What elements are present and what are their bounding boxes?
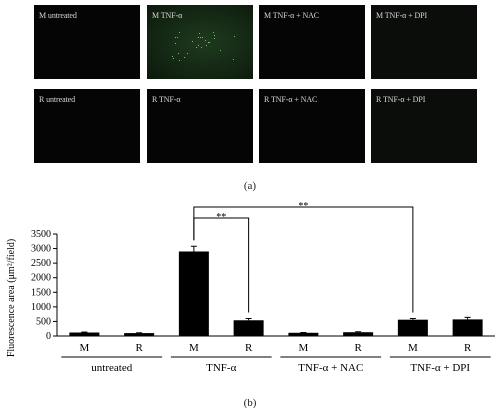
fluorescence-speck — [175, 37, 177, 39]
fluorescence-speck — [178, 59, 180, 61]
micrograph-panel: M TNF-α + NAC — [259, 5, 365, 79]
micrograph-panel-label: R TNF-α + NAC — [264, 95, 318, 104]
fluorescence-speck — [198, 36, 200, 38]
group-label: TNF-α + NAC — [298, 362, 363, 374]
y-tick-label: 2000 — [31, 273, 51, 284]
fluorescence-speck — [191, 40, 193, 42]
bar — [288, 332, 319, 336]
fluorescence-bar-chart: 0 500 1000 1500 2000 2500 3000 3500 untreated TNF… — [6, 201, 495, 374]
micrograph-panel-label: M untreated — [39, 11, 77, 20]
bar — [397, 319, 428, 336]
y-tick-label: 3000 — [31, 244, 51, 255]
micrograph-panel-label: M TNF-α + NAC — [264, 11, 320, 20]
micrograph-panel-label: M TNF-α — [152, 11, 183, 20]
fluorescence-speck — [233, 35, 235, 37]
fluorescence-speck — [198, 32, 200, 34]
chart-axes: 0 500 1000 1500 2000 2500 3000 3500 untreated TNF… — [31, 229, 495, 374]
micrograph-panel-label: R TNF-α + DPI — [376, 95, 426, 104]
fluorescence-speck — [172, 56, 174, 58]
fluorescence-speck — [220, 49, 222, 51]
y-tick-label: 3500 — [31, 229, 51, 240]
fluorescence-speck — [175, 43, 177, 45]
y-tick-label: 1500 — [31, 287, 51, 298]
significance-label: ** — [298, 201, 308, 212]
bar — [452, 319, 483, 336]
fluorescence-speck — [196, 46, 198, 48]
y-axis-label: Fluorescence area (μm²/field) — [6, 239, 17, 357]
caption-a: (a) — [243, 180, 257, 192]
fluorescence-speck — [176, 36, 178, 38]
fluorescence-speck — [209, 42, 211, 44]
y-tick-label: 0 — [46, 331, 51, 342]
fluorescence-speck — [232, 59, 234, 61]
fluorescence-speck — [205, 39, 207, 41]
fluorescence-speck — [179, 31, 181, 33]
x-tick-label: M — [408, 342, 418, 354]
significance-brackets: ** ** — [193, 201, 414, 313]
y-tick-label: 2500 — [31, 258, 51, 269]
fluorescence-speck — [214, 38, 216, 40]
x-tick-label: R — [135, 342, 143, 354]
group-label: TNF-α + DPI — [410, 362, 470, 374]
micrograph-panel: M TNF-α — [147, 5, 253, 79]
fluorescence-speck — [183, 56, 185, 58]
micrograph-panel: R untreated — [34, 89, 140, 163]
caption-b: (b) — [243, 397, 257, 409]
micrograph-panel: R TNF-α — [147, 89, 253, 163]
y-tick-label: 500 — [36, 316, 51, 327]
significance-bracket — [193, 206, 414, 313]
bar — [69, 332, 100, 336]
micrograph-panel: R TNF-α + NAC — [259, 89, 365, 163]
x-tick-label: R — [245, 342, 253, 354]
y-tick-label: 1000 — [31, 302, 51, 313]
micrograph-panel: R TNF-α + DPI — [371, 89, 477, 163]
fluorescence-speck — [214, 34, 216, 36]
micrograph-panel-label: M TNF-α + DPI — [376, 11, 428, 20]
fluorescence-speck — [186, 53, 188, 55]
x-tick-label: M — [189, 342, 199, 354]
bar — [233, 320, 264, 336]
fluorescence-speck — [201, 46, 203, 48]
bar — [178, 251, 209, 336]
fluorescence-speck — [199, 37, 201, 39]
x-tick-label: M — [79, 342, 89, 354]
fluorescence-speck — [206, 44, 208, 46]
group-label: untreated — [91, 362, 132, 374]
bar — [343, 332, 374, 336]
x-tick-label: M — [298, 342, 308, 354]
x-tick-label: R — [354, 342, 362, 354]
micrograph-panel: M TNF-α + DPI — [371, 5, 477, 79]
fluorescence-speck — [198, 45, 200, 47]
significance-label: ** — [216, 212, 226, 223]
group-label: TNF-α — [206, 362, 236, 374]
fluorescence-speck — [177, 53, 179, 55]
fluorescence-speck — [172, 57, 174, 59]
fluorescence-speck — [201, 37, 203, 39]
bar — [124, 333, 155, 336]
fluorescence-speck — [208, 42, 210, 44]
micrograph-panel-label: R untreated — [39, 95, 75, 104]
fluorescence-speck — [213, 32, 215, 34]
micrograph-panel: M untreated — [34, 5, 140, 79]
micrograph-panel-label: R TNF-α — [152, 95, 181, 104]
x-tick-label: R — [464, 342, 472, 354]
